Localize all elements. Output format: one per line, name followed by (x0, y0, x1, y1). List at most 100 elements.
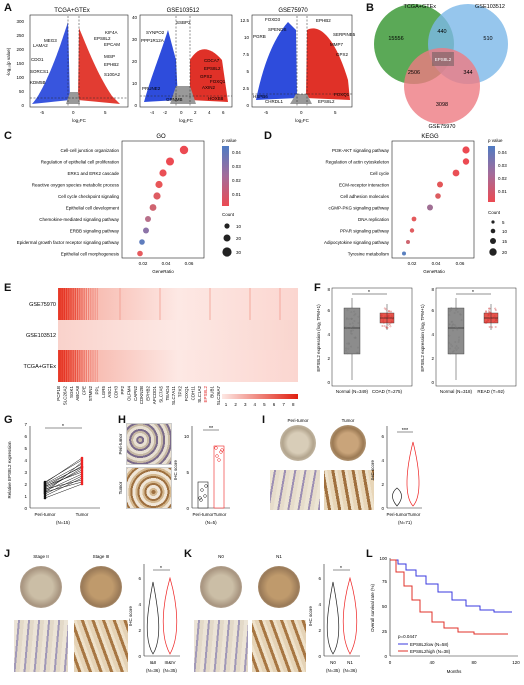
heatmap-gene: EPS8L2 (203, 386, 208, 403)
gene-label: GPX2 (336, 52, 349, 57)
svg-text:0.03: 0.03 (232, 164, 241, 169)
go-term: ERBB signaling pathway (70, 229, 120, 234)
svg-text:25: 25 (382, 629, 388, 634)
panel-i-ihc: Peri-tumor Tumor *** 0 2 4 6 IHC score P… (287, 418, 422, 525)
heatmap-gene: SLC7A11 (171, 386, 176, 405)
svg-text:0.04: 0.04 (498, 150, 507, 155)
heatmap-gene: CDKN2B (139, 386, 144, 404)
panel-j-ihc: Stage II Stage III * 0 2 4 6 IHC score I… (33, 554, 180, 673)
heatmap-gene: SLC26A7 (216, 386, 221, 406)
kegg-term: Cell adhesion molecules (340, 194, 390, 199)
svg-text:2: 2 (431, 356, 434, 361)
svg-text:0: 0 (180, 110, 183, 115)
svg-text:75: 75 (382, 579, 388, 584)
svg-text:0.02: 0.02 (498, 176, 507, 181)
svg-text:20: 20 (236, 236, 242, 241)
svg-text:15: 15 (502, 239, 508, 244)
svg-text:10: 10 (184, 434, 190, 439)
heatmap-gene: ABCA8 (75, 386, 80, 401)
svg-text:7: 7 (24, 422, 27, 427)
svg-text:6: 6 (138, 576, 141, 581)
heatmap-gene: TPX2 (178, 386, 183, 398)
venn-count: 510 (483, 36, 492, 42)
svg-text:2: 2 (138, 628, 141, 633)
svg-text:0: 0 (246, 103, 249, 108)
gene-label: EPS8L2 (94, 36, 111, 41)
svg-text:5: 5 (246, 69, 249, 74)
svg-text:Tumor: Tumor (408, 512, 421, 517)
boxplot-coad: * Normal (N=349) COAD (T=275) (331, 287, 413, 394)
svg-text:4: 4 (208, 110, 211, 115)
panel-label-h: H (118, 414, 126, 426)
svg-text:0: 0 (389, 660, 392, 665)
venn-count: 2506 (408, 70, 420, 76)
h-ihc-tumor (126, 467, 172, 509)
svg-text:200: 200 (16, 47, 24, 52)
heatmap-scale-label: 2 (234, 402, 237, 407)
svg-text:2: 2 (194, 110, 197, 115)
kegg-dot (437, 181, 443, 188)
panel-label-a: A (4, 2, 12, 14)
heatmap-scale-label: 7 (282, 402, 285, 407)
go-dot (179, 145, 189, 155)
svg-text:-2: -2 (163, 110, 167, 115)
svg-text:Count: Count (488, 210, 501, 215)
heatmap-scale-label: 4 (254, 402, 257, 407)
kegg-title: KEGG (421, 134, 439, 140)
svg-text:0.04: 0.04 (162, 261, 171, 266)
gene-label: HSPB6 (253, 94, 268, 99)
go-dot (155, 180, 163, 189)
gene-label: EPCAM (104, 42, 120, 47)
svg-text:7.5: 7.5 (243, 52, 250, 57)
kegg-dot (406, 240, 410, 244)
svg-text:IHC score: IHC score (308, 606, 313, 627)
svg-text:-5: -5 (40, 110, 44, 115)
panel-label-l: L (366, 548, 373, 560)
go-dot (159, 169, 167, 177)
heatmap-gene: CDH3 (114, 386, 119, 399)
svg-text:0.06: 0.06 (185, 261, 194, 266)
svg-text:1: 1 (24, 494, 27, 499)
svg-text:5: 5 (24, 446, 27, 451)
heatmap-gene: BUB1 (210, 386, 215, 398)
kegg-dot (462, 158, 470, 165)
svg-text:8: 8 (431, 287, 434, 292)
svg-text:0.03: 0.03 (498, 163, 507, 168)
gene-label: KDM5B (30, 80, 46, 85)
svg-text:0: 0 (21, 103, 24, 108)
svg-text:Tumor: Tumor (76, 512, 89, 517)
heatmap-gene: OLFM4 (126, 386, 131, 402)
heatmap-scale-label: 5 (263, 402, 266, 407)
svg-text:**: ** (209, 426, 214, 432)
j-ihc-core-1 (20, 566, 62, 608)
gene-label: AXIN2 (202, 85, 216, 90)
panel-label-e: E (4, 282, 12, 294)
svg-text:COAD (T=275): COAD (T=275) (372, 389, 403, 394)
svg-text:*: * (472, 290, 475, 296)
svg-text:10: 10 (244, 35, 250, 40)
svg-text:(N=36): (N=36) (146, 668, 160, 673)
svg-text:5: 5 (334, 110, 337, 115)
heatmap-gene: CPE (82, 386, 87, 395)
go-dot (153, 192, 161, 200)
svg-text:2.5: 2.5 (243, 86, 250, 91)
svg-text:4: 4 (318, 602, 321, 607)
svg-text:12.5: 12.5 (240, 18, 249, 23)
go-term: Epithelial cell development (66, 206, 120, 211)
svg-text:0: 0 (318, 654, 321, 659)
svg-text:0.02: 0.02 (139, 261, 148, 266)
gene-label: SERPINB5 (333, 32, 356, 37)
gene-label: S100A2 (104, 72, 121, 77)
go-dot (149, 204, 157, 211)
svg-text:30: 30 (236, 250, 242, 255)
heatmap-gene: SLC26A2 (62, 386, 67, 406)
go-dot (139, 239, 145, 245)
venn-set-1: TCGA+GTEx (403, 4, 436, 10)
svg-text:III&IV: III&IV (164, 660, 175, 665)
svg-text:-5: -5 (264, 110, 268, 115)
gene-label: SYNPO2 (146, 30, 165, 35)
gene-label: FOXQ1 (210, 79, 226, 84)
svg-text:250: 250 (16, 33, 24, 38)
kegg-term: PI3K-AKT signaling pathway (332, 148, 390, 153)
venn-count: 344 (463, 70, 472, 76)
